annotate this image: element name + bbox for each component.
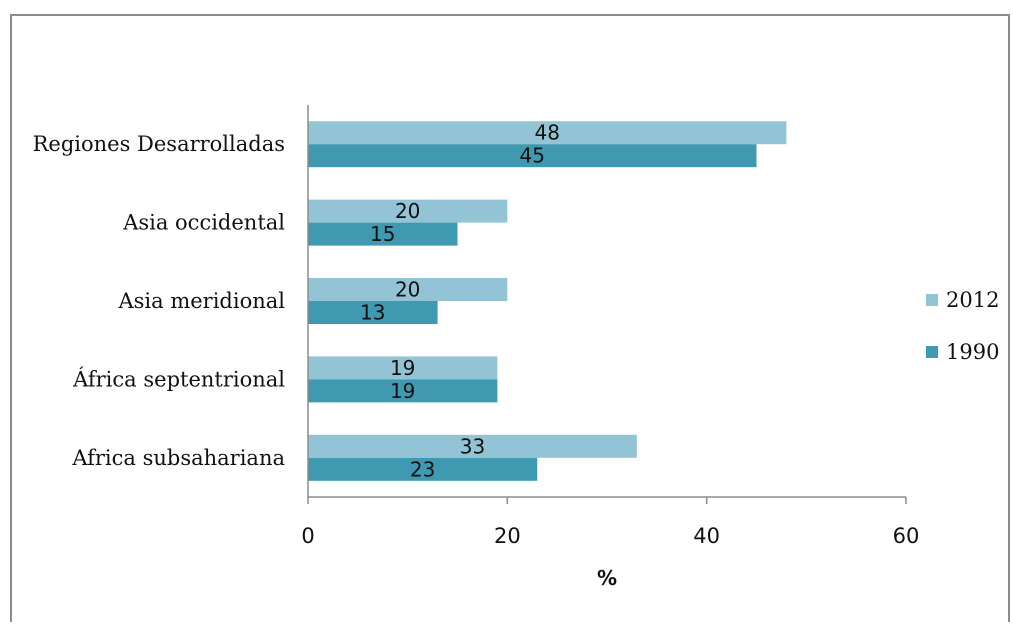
data-label: 33 (460, 434, 485, 458)
category-label: Regiones Desarrolladas (33, 132, 285, 156)
bar-2012 (308, 356, 498, 380)
category-label: Africa subsahariana (71, 446, 285, 470)
bars-layer (308, 121, 787, 481)
x-tick-label: 0 (301, 524, 314, 548)
bar-2012 (308, 199, 508, 223)
data-label: 20 (395, 199, 420, 223)
bar-2012 (308, 121, 787, 145)
bar-1990 (308, 457, 538, 481)
legend-label: 1990 (946, 340, 999, 364)
chart-frame (10, 14, 1010, 622)
category-label: Asia meridional (117, 289, 285, 313)
data-label: 19 (390, 356, 415, 380)
data-label: 48 (534, 121, 559, 145)
data-label: 45 (520, 144, 545, 168)
data-label: 13 (360, 301, 385, 325)
bar-2012 (308, 434, 637, 458)
category-label: África septentrional (72, 367, 285, 391)
data-label: 15 (370, 222, 395, 246)
x-axis-title: % (597, 566, 617, 590)
bar-1990 (308, 379, 498, 403)
bar-1990 (308, 301, 438, 324)
bar-1990 (308, 222, 458, 246)
legend-label: 2012 (946, 288, 999, 312)
legend-swatch-1990 (926, 346, 938, 358)
bar-1990 (308, 144, 757, 168)
data-label: 20 (395, 278, 420, 302)
x-tick-label: 40 (693, 524, 720, 548)
data-label: 19 (390, 379, 415, 403)
x-tick-label: 20 (494, 524, 521, 548)
data-label: 23 (410, 457, 435, 481)
x-ticks: 0 20 40 60 (301, 497, 919, 548)
bar-2012 (308, 278, 508, 301)
legend: 2012 1990 (926, 288, 999, 364)
category-label: Asia occidental (122, 211, 285, 235)
legend-swatch-2012 (926, 294, 938, 306)
x-tick-label: 60 (893, 524, 920, 548)
